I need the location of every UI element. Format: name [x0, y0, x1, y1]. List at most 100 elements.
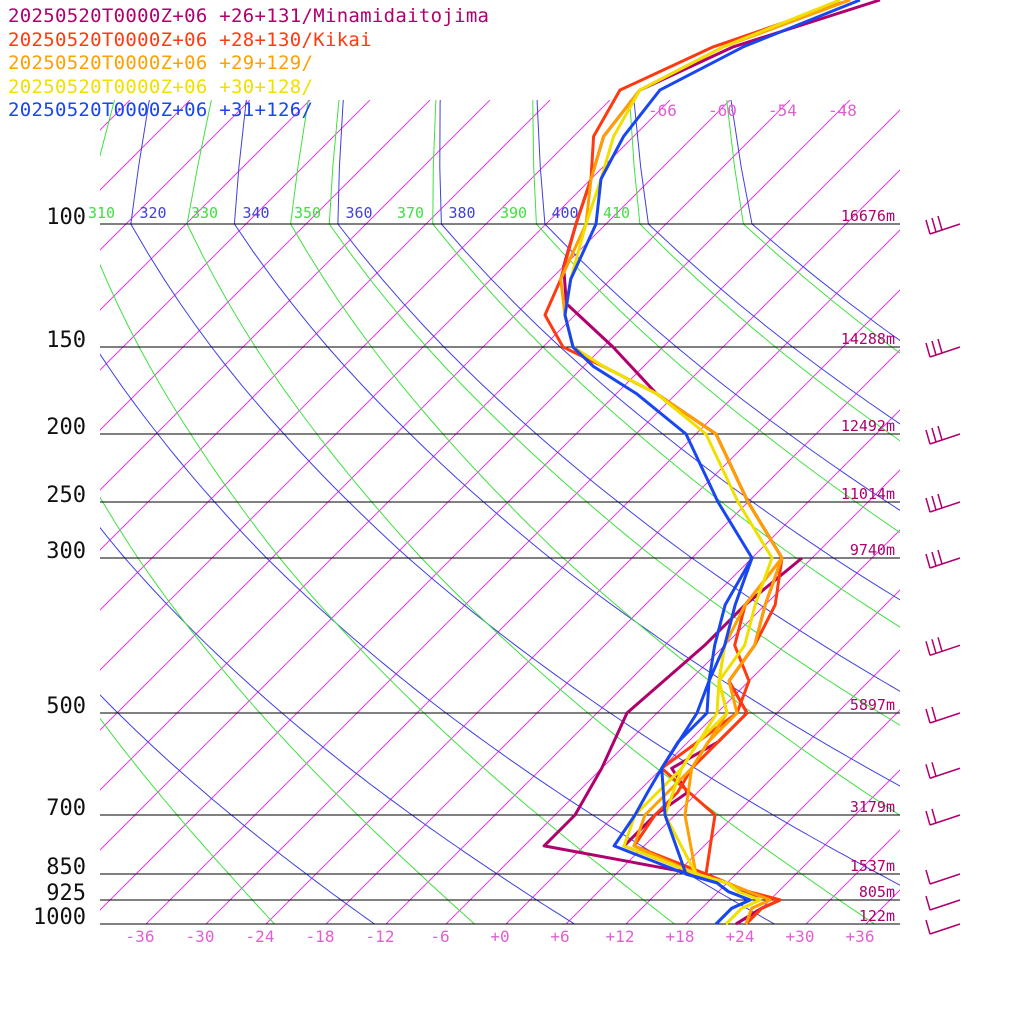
isotherm-line: [100, 100, 491, 491]
isotherm-line: [100, 100, 371, 371]
temperature-tick-label: -30: [186, 927, 215, 946]
pressure-label: 100: [46, 205, 86, 230]
wind-barb-feather: [925, 219, 931, 235]
height-label: 16676m: [841, 207, 895, 225]
legend-entry: 20250520T0000Z+06 +31+126/: [8, 99, 314, 121]
axis-labels: 100 16676m 150 14288m 200 12492m 250 11014m 300 9…: [33, 101, 895, 946]
wind-barb-feather: [931, 427, 937, 443]
isotherm-line: [145, 169, 900, 924]
wind-barb: [929, 644, 961, 657]
temperature-tick-label: +18: [666, 927, 695, 946]
wind-barb-feather: [937, 549, 943, 565]
wind-barb-feather: [925, 895, 931, 911]
height-label: 3179m: [850, 798, 895, 816]
moist-adiabat-line: [100, 496, 475, 924]
dry-adiabat-line: [337, 100, 900, 692]
wind-barb: [929, 501, 961, 513]
moist-adiabat-line: [726, 100, 900, 354]
series-lines: [542, 0, 881, 926]
theta-label: 400: [552, 204, 579, 222]
temperature-tick-label: +6: [550, 927, 569, 946]
wind-barb: [929, 767, 961, 779]
wind-barb: [929, 223, 961, 235]
isotherm-line: [445, 469, 900, 924]
height-label: 12492m: [841, 417, 895, 435]
height-label: 1537m: [850, 857, 895, 875]
isotherm-line: [745, 769, 900, 924]
wind-barb-feather: [931, 762, 937, 777]
isotherm-line: [100, 100, 851, 851]
dry-adiabat-line: [100, 526, 575, 924]
wind-barb: [929, 557, 961, 569]
theta-label: 350: [294, 204, 321, 222]
wind-barb-feather: [925, 708, 931, 724]
pressure-label: 250: [46, 483, 86, 508]
legend-entry: 20250520T0000Z+06 +30+128/: [8, 75, 314, 98]
theta-label: 320: [140, 204, 167, 222]
pressure-label: 300: [46, 539, 86, 564]
moist-adiabat-line: [432, 100, 900, 628]
dry-adiabat-line: [130, 100, 900, 886]
moist-adiabat-line: [290, 100, 900, 816]
wind-barb-feather: [937, 215, 943, 231]
wind-barb-feather: [931, 495, 937, 511]
legend-entry: 20250520T0000Z+06 +29+129/: [8, 52, 314, 74]
theta-label: 390: [500, 204, 527, 222]
legend-entry: 20250520T0000Z+06 +28+130/Kikai: [8, 28, 372, 51]
isotherm-line: [100, 109, 900, 911]
isotherm-line: [505, 529, 900, 924]
upper-temperature-label: -54: [768, 101, 797, 120]
wind-barb-feather: [931, 639, 937, 654]
height-label: 5897m: [850, 696, 895, 714]
wind-barb: [929, 899, 961, 911]
isotherm-line: [625, 649, 900, 924]
height-label: 122m: [859, 907, 895, 925]
theta-label: 370: [397, 204, 424, 222]
height-label: 9740m: [850, 541, 895, 559]
temperature-tick-label: -36: [126, 927, 155, 946]
wind-barb-feather: [931, 808, 937, 824]
theta-label: 410: [603, 204, 630, 222]
temperature-line: [543, 0, 851, 926]
temperature-tick-label: +36: [846, 927, 875, 946]
isotherm-line: [385, 409, 900, 924]
theta-label: 310: [88, 204, 115, 222]
wind-barb: [929, 873, 961, 885]
wind-barb: [929, 923, 961, 935]
wind-barb-feather: [937, 493, 943, 509]
dry-adiabat-line: [233, 100, 900, 787]
moist-adiabat-line: [100, 100, 675, 924]
wind-barb-feather: [925, 764, 931, 779]
isotherm-line: [565, 589, 900, 924]
wind-barb-feather: [937, 637, 943, 652]
temperature-tick-label: -12: [366, 927, 395, 946]
pressure-label: 925: [46, 881, 86, 906]
upper-temperature-label: -60: [708, 101, 737, 120]
wind-barbs: [925, 215, 961, 935]
wind-barb-feather: [925, 497, 931, 513]
background-lines: [100, 100, 1024, 924]
height-label: 11014m: [841, 485, 895, 503]
temperature-line: [563, 0, 841, 926]
isotherm-line: [100, 100, 671, 671]
wind-barb: [929, 712, 961, 724]
temperature-tick-label: -24: [246, 927, 275, 946]
temperature-tick-label: +30: [786, 927, 815, 946]
theta-label: 360: [346, 204, 373, 222]
wind-barb-feather: [931, 706, 937, 722]
moist-adiabat-line: [532, 100, 900, 534]
height-label: 805m: [859, 883, 895, 901]
pressure-label: 150: [46, 328, 86, 353]
wind-barb-feather: [925, 641, 931, 656]
pressure-label: 700: [46, 796, 86, 821]
pressure-label: 1000: [33, 905, 86, 930]
isotherm-line: [986, 100, 1024, 924]
isotherm-line: [325, 349, 900, 924]
dry-adiabat-line: [730, 100, 900, 342]
isotherm-line: [100, 100, 551, 551]
wind-barb-feather: [931, 340, 937, 356]
theta-label: 340: [243, 204, 270, 222]
temperature-line: [559, 0, 851, 925]
temperature-tick-label: +12: [606, 927, 635, 946]
